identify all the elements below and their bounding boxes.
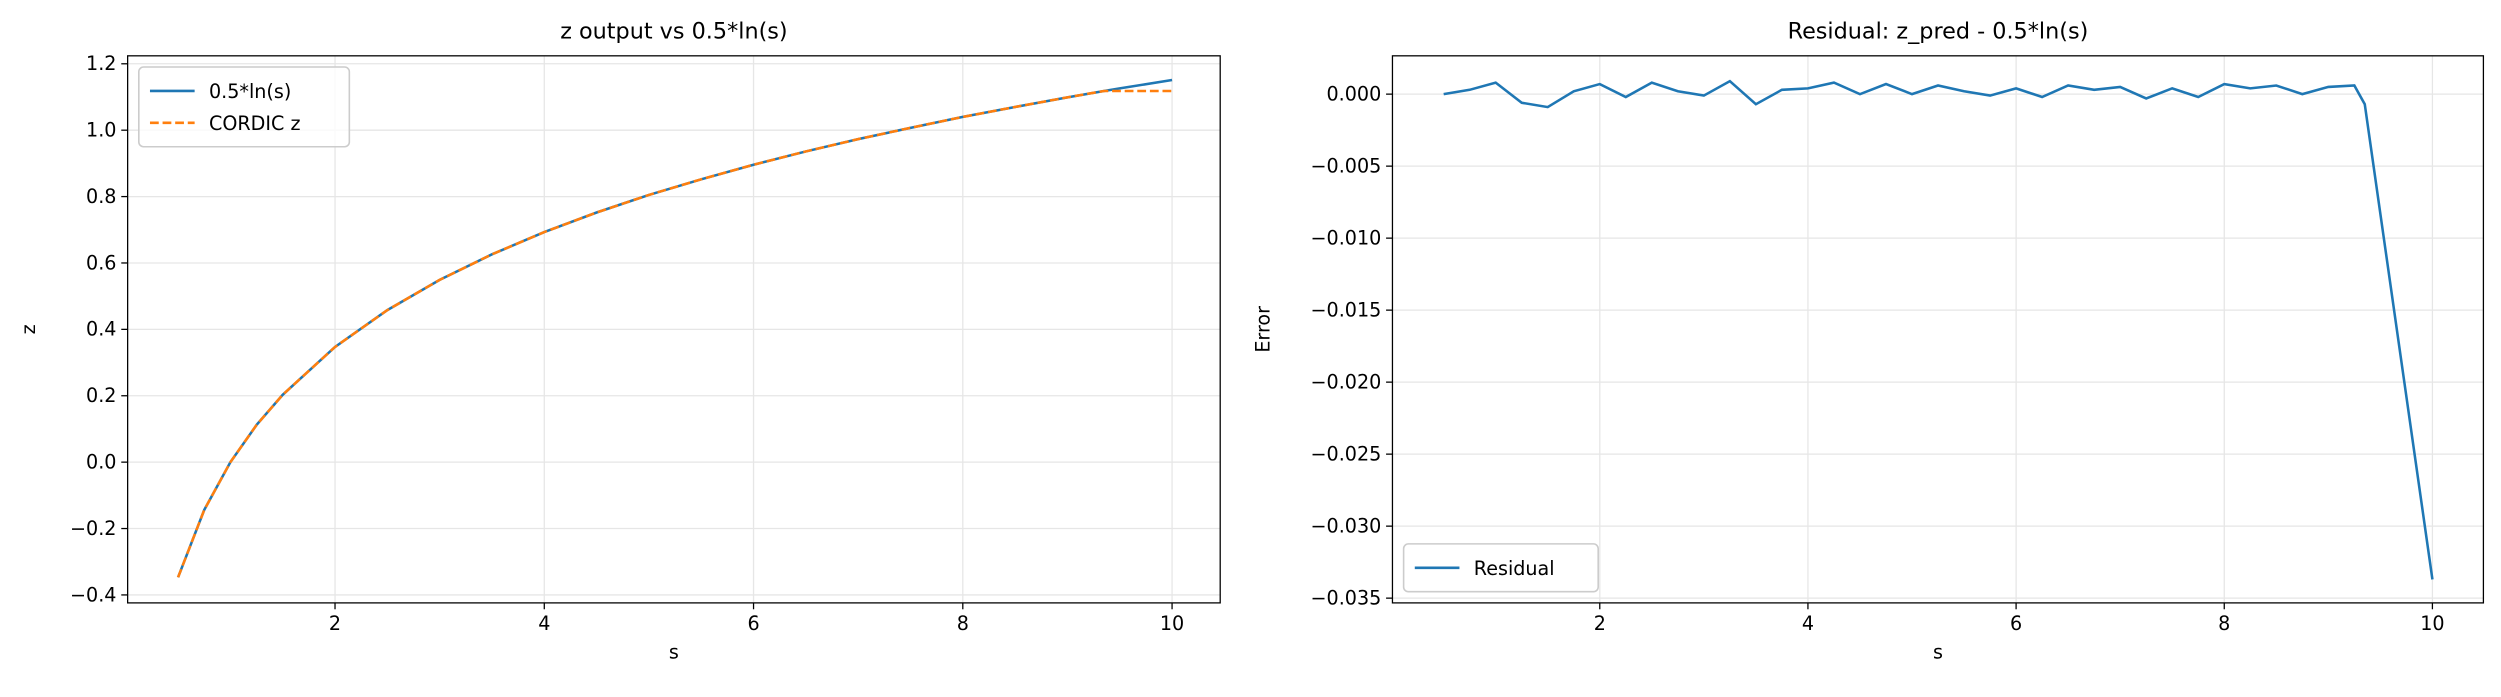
x-tick-label: 4 xyxy=(538,612,550,635)
series-line xyxy=(176,89,1173,578)
y-tick-label: −0.030 xyxy=(1311,515,1382,538)
y-tick-label: −0.015 xyxy=(1311,299,1382,322)
legend: Residual xyxy=(1402,543,1599,593)
y-tick-label: 0.6 xyxy=(86,251,116,274)
y-tick-label: 1.2 xyxy=(86,52,116,75)
series-line xyxy=(1443,79,2434,580)
y-axis-label: z xyxy=(17,324,40,334)
y-tick-label: −0.010 xyxy=(1311,227,1382,250)
legend-label: CORDIC z xyxy=(209,112,301,135)
series-line xyxy=(176,78,1173,578)
legend-frame xyxy=(138,66,351,148)
y-tick-label: 0.8 xyxy=(86,185,116,208)
axes: 2 4 6 8 10 −0.4 −0.2 0.0 0.2 0.4 0.6 0.8 1.0 1.2 z out… xyxy=(17,18,1221,664)
y-tick-label: 0.0 xyxy=(86,451,116,474)
y-tick-label: −0.025 xyxy=(1311,443,1382,466)
legend-label: Residual xyxy=(1474,557,1555,580)
axes: 2 4 6 8 10 0.000 −0.005 −0.010 −0.015 −0.020 −0.02… xyxy=(1252,18,2485,664)
x-tick-label: 8 xyxy=(2218,612,2230,635)
x-tick-label: 6 xyxy=(2010,612,2022,635)
axes-frame xyxy=(127,55,1221,604)
x-tick-label: 2 xyxy=(329,612,341,635)
chart-title: z output vs 0.5*ln(s) xyxy=(560,18,787,44)
y-tick-label: 0.000 xyxy=(1327,83,1382,106)
y-tick-label: −0.2 xyxy=(70,517,116,540)
x-tick-label: 4 xyxy=(1802,612,1814,635)
y-axis-label: Error xyxy=(1252,306,1275,353)
legend-label: 0.5*ln(s) xyxy=(209,80,291,103)
legend: 0.5*ln(s) CORDIC z xyxy=(138,66,351,148)
x-tick-label: 2 xyxy=(1594,612,1606,635)
y-tick-label: 0.4 xyxy=(86,318,116,341)
y-tick-label: −0.020 xyxy=(1311,371,1382,394)
legend-frame xyxy=(1402,543,1599,593)
x-tick-label: 6 xyxy=(747,612,759,635)
axes-frame xyxy=(1391,55,2485,604)
x-tick-label: 10 xyxy=(2420,612,2444,635)
chart-title: Residual: z_pred - 0.5*ln(s) xyxy=(1788,18,2089,44)
y-tick-label: 0.2 xyxy=(86,384,116,407)
x-axis-label: s xyxy=(1933,641,1943,664)
y-tick-label: 1.0 xyxy=(86,119,116,142)
y-tick-label: −0.4 xyxy=(70,583,116,606)
x-tick-label: 8 xyxy=(957,612,969,635)
y-tick-label: −0.005 xyxy=(1311,155,1382,178)
x-axis-label: s xyxy=(669,641,679,664)
x-tick-label: 10 xyxy=(1160,612,1184,635)
y-tick-label: −0.035 xyxy=(1311,587,1382,610)
